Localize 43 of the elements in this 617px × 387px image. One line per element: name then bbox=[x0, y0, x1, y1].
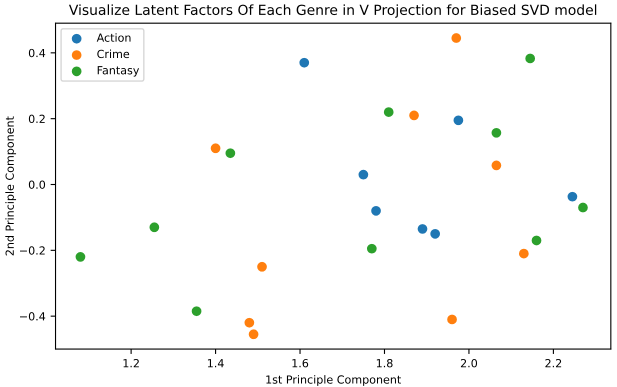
point bbox=[568, 192, 578, 202]
point bbox=[192, 306, 202, 316]
point bbox=[447, 314, 457, 324]
y-tick-label: 0.2 bbox=[28, 114, 45, 124]
x-tick-label: 1.6 bbox=[292, 358, 308, 368]
y-tick-label: −0.2 bbox=[20, 246, 45, 255]
point bbox=[210, 143, 220, 154]
point bbox=[76, 252, 86, 262]
point bbox=[492, 160, 502, 170]
legend-label: Fantasy bbox=[98, 66, 140, 77]
point bbox=[451, 33, 462, 43]
point bbox=[248, 329, 258, 340]
x-tick-label: 2.0 bbox=[460, 358, 478, 368]
point bbox=[371, 206, 381, 216]
point bbox=[430, 229, 440, 239]
point bbox=[366, 244, 377, 254]
x-tick-label: 2.2 bbox=[545, 358, 562, 368]
y-axis-title: 2nd Principle Component bbox=[5, 116, 16, 256]
y-tick-label: 0.0 bbox=[28, 180, 46, 189]
point bbox=[492, 128, 502, 138]
point bbox=[518, 248, 529, 258]
point bbox=[418, 224, 428, 234]
point bbox=[525, 54, 536, 64]
point bbox=[244, 318, 254, 328]
point bbox=[578, 202, 588, 212]
y-tick-label: 0.4 bbox=[28, 48, 46, 58]
point bbox=[358, 170, 368, 180]
chart-title: Visualize Latent Factors Of Each Genre in V Projection for Biased SVD model bbox=[68, 4, 596, 18]
point bbox=[257, 262, 267, 272]
x-axis-title: 1st Principle Component bbox=[266, 375, 401, 386]
point bbox=[299, 58, 310, 68]
point bbox=[225, 148, 236, 158]
point bbox=[384, 107, 394, 117]
legend-label: Action bbox=[96, 33, 130, 42]
x-tick-label: 1.2 bbox=[124, 358, 139, 368]
legend-label: Crime bbox=[97, 50, 130, 58]
point bbox=[532, 236, 542, 246]
point bbox=[409, 110, 419, 120]
x-tick-label: 1.8 bbox=[376, 358, 393, 368]
point bbox=[149, 222, 160, 232]
y-tick-label: −0.4 bbox=[20, 312, 46, 321]
point bbox=[454, 115, 464, 126]
x-tick-label: 1.4 bbox=[208, 359, 224, 368]
